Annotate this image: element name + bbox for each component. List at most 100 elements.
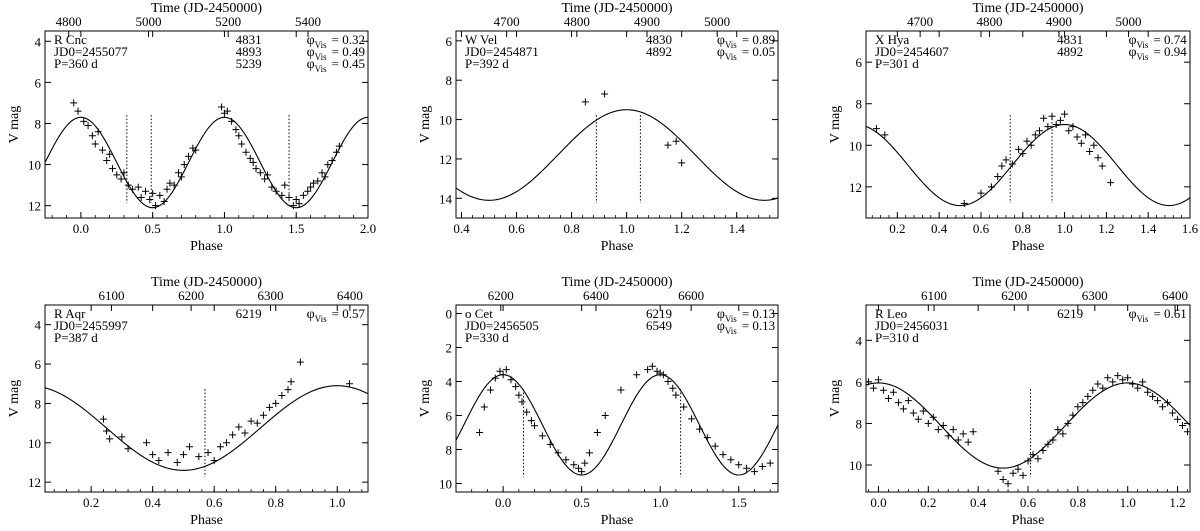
data-point	[289, 202, 297, 210]
plot-area	[45, 358, 368, 478]
x-tick-label: 1.4	[1140, 221, 1157, 236]
phi-subscript: Vis	[725, 326, 737, 336]
panel-3: 0.2 0.4 0.6 0.8 1.0 1.2 1.4 1.6 6 8 10 12 4700 4800 49…	[828, 1, 1199, 254]
epoch-phase: = 0.61	[1153, 306, 1186, 321]
plot-area	[866, 110, 1190, 207]
x-tick-label: 0.5	[574, 495, 590, 510]
data-point	[235, 132, 243, 140]
phi-symbol: φ	[1128, 45, 1136, 60]
data-point	[129, 185, 137, 193]
phi-subscript: Vis	[1136, 314, 1148, 324]
y-tick-label: 8	[856, 97, 863, 112]
data-point	[678, 159, 686, 167]
data-point	[476, 429, 484, 436]
epoch-jd: 6219	[646, 306, 672, 321]
data-point	[601, 412, 609, 419]
x-axis-title: Phase	[190, 239, 223, 254]
top-axis-title: Time (JD-2450000)	[151, 1, 262, 16]
y-tick-label: 8	[35, 116, 42, 131]
data-point	[672, 137, 680, 145]
data-point	[909, 409, 917, 417]
data-point	[758, 463, 766, 470]
data-point	[578, 468, 586, 476]
period-label: P=301 d	[875, 56, 919, 71]
epoch-jd: 6219	[1057, 306, 1083, 321]
data-point	[1029, 451, 1037, 459]
x-tick-label: 0.2	[889, 221, 905, 236]
top-tick-label: 6200	[1001, 288, 1027, 303]
data-point	[124, 445, 132, 453]
star-name: W Vel	[465, 32, 498, 47]
x-tick-label: 0.0	[870, 495, 886, 510]
data-point	[285, 193, 293, 201]
data-point	[939, 422, 947, 430]
x-tick-label: 0.8	[1015, 221, 1031, 236]
epoch-jd: 6549	[646, 318, 672, 333]
y-tick-label: 8	[446, 73, 453, 88]
data-point	[727, 456, 735, 464]
data-point	[307, 183, 315, 191]
data-point	[223, 107, 231, 115]
data-point	[881, 131, 889, 139]
panel-6: 0.0 0.2 0.4 0.6 0.8 1.0 1.2 4 6 8 10 6100 6200 6300 64…	[828, 275, 1191, 528]
data-point	[1054, 426, 1062, 434]
data-point	[272, 399, 280, 407]
data-point	[1015, 145, 1023, 153]
panel-1: 0.0 0.5 1.0 1.5 2.0 4 6 8 10 12 4800 5000 5200 5400 Ti…	[7, 1, 376, 254]
data-point	[295, 200, 303, 208]
x-tick-label: 0.0	[495, 495, 511, 510]
data-point	[146, 196, 154, 204]
x-tick-label: 0.2	[83, 495, 99, 510]
top-tick-label: 5000	[136, 14, 162, 29]
data-point	[284, 386, 292, 394]
y-tick-label: 6	[856, 375, 863, 390]
data-point	[531, 422, 539, 430]
top-tick-label: 6100	[921, 288, 947, 303]
data-point	[272, 187, 280, 195]
data-point	[904, 397, 912, 405]
data-point	[954, 436, 962, 444]
x-axis-title: Phase	[1012, 513, 1045, 528]
x-tick-label: 0.6	[206, 495, 223, 510]
data-point	[656, 369, 664, 377]
y-axis-title: V mag	[828, 106, 843, 143]
x-tick-label: 1.0	[1056, 221, 1072, 236]
data-point	[680, 403, 688, 411]
data-point	[1094, 380, 1102, 388]
data-point	[1084, 392, 1092, 400]
data-point	[969, 428, 977, 436]
data-point	[1059, 430, 1067, 438]
data-point	[118, 433, 126, 441]
x-tick-label: 1.0	[329, 495, 345, 510]
top-tick-label: 6600	[678, 288, 704, 303]
data-point	[1065, 127, 1073, 135]
x-tick-label: 1.5	[288, 221, 304, 236]
data-point	[241, 429, 249, 437]
data-point	[309, 179, 317, 187]
epoch-jd: 5239	[236, 56, 262, 71]
top-tick-label: 6400	[337, 288, 363, 303]
plot-area	[456, 362, 778, 478]
y-tick-label: 2	[446, 341, 453, 356]
phi-subscript: Vis	[1136, 40, 1148, 50]
data-point	[1089, 386, 1097, 394]
data-point	[581, 459, 589, 467]
phi-symbol: φ	[307, 307, 315, 322]
data-point	[106, 435, 114, 443]
data-point	[672, 391, 680, 399]
data-point	[166, 179, 174, 187]
data-point	[934, 426, 942, 434]
data-point	[695, 425, 703, 433]
data-point	[884, 395, 892, 402]
data-point	[156, 191, 164, 199]
data-point	[1074, 403, 1082, 411]
top-tick-label: 6200	[488, 288, 514, 303]
phi-subscript: Vis	[725, 52, 737, 62]
data-point	[987, 183, 995, 191]
top-tick-label: 4700	[907, 14, 933, 29]
data-point	[527, 417, 535, 425]
data-point	[108, 165, 116, 173]
epoch-jd: 4830	[646, 32, 672, 47]
data-point	[266, 403, 274, 411]
data-point	[278, 392, 286, 400]
